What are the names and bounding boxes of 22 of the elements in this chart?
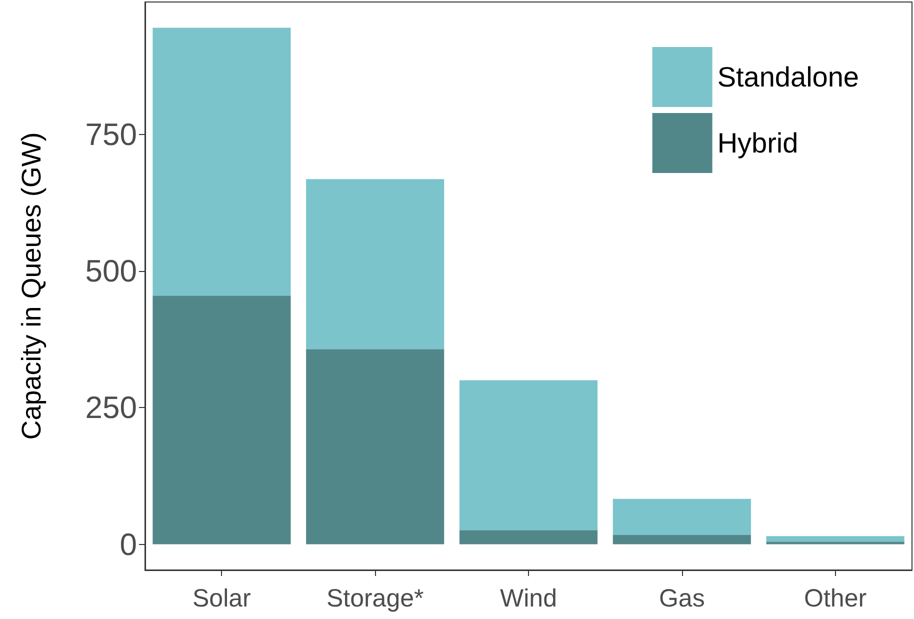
x-tick-label: Wind — [500, 584, 557, 612]
x-tick-label: Solar — [192, 584, 251, 612]
legend-label: Hybrid — [717, 128, 798, 158]
y-axis-title: Capacity in Queues (GW) — [16, 132, 46, 440]
bar — [766, 542, 904, 544]
bar — [612, 498, 751, 536]
bar — [152, 28, 291, 296]
y-tick-label: 250 — [85, 390, 137, 426]
bar — [306, 349, 444, 544]
bar — [612, 535, 751, 544]
y-tick-label: 0 — [120, 526, 137, 562]
bar — [459, 380, 598, 530]
legend-label: Standalone — [717, 62, 860, 92]
bar — [766, 536, 904, 542]
x-tick-label: Gas — [658, 584, 705, 612]
x-tick-label: Other — [804, 584, 867, 612]
bar — [459, 530, 598, 544]
bar — [306, 179, 444, 350]
y-tick-label: 750 — [85, 116, 137, 152]
bar — [152, 296, 291, 544]
y-tick-label: 500 — [85, 253, 137, 288]
x-tick-label: Storage* — [326, 584, 424, 612]
